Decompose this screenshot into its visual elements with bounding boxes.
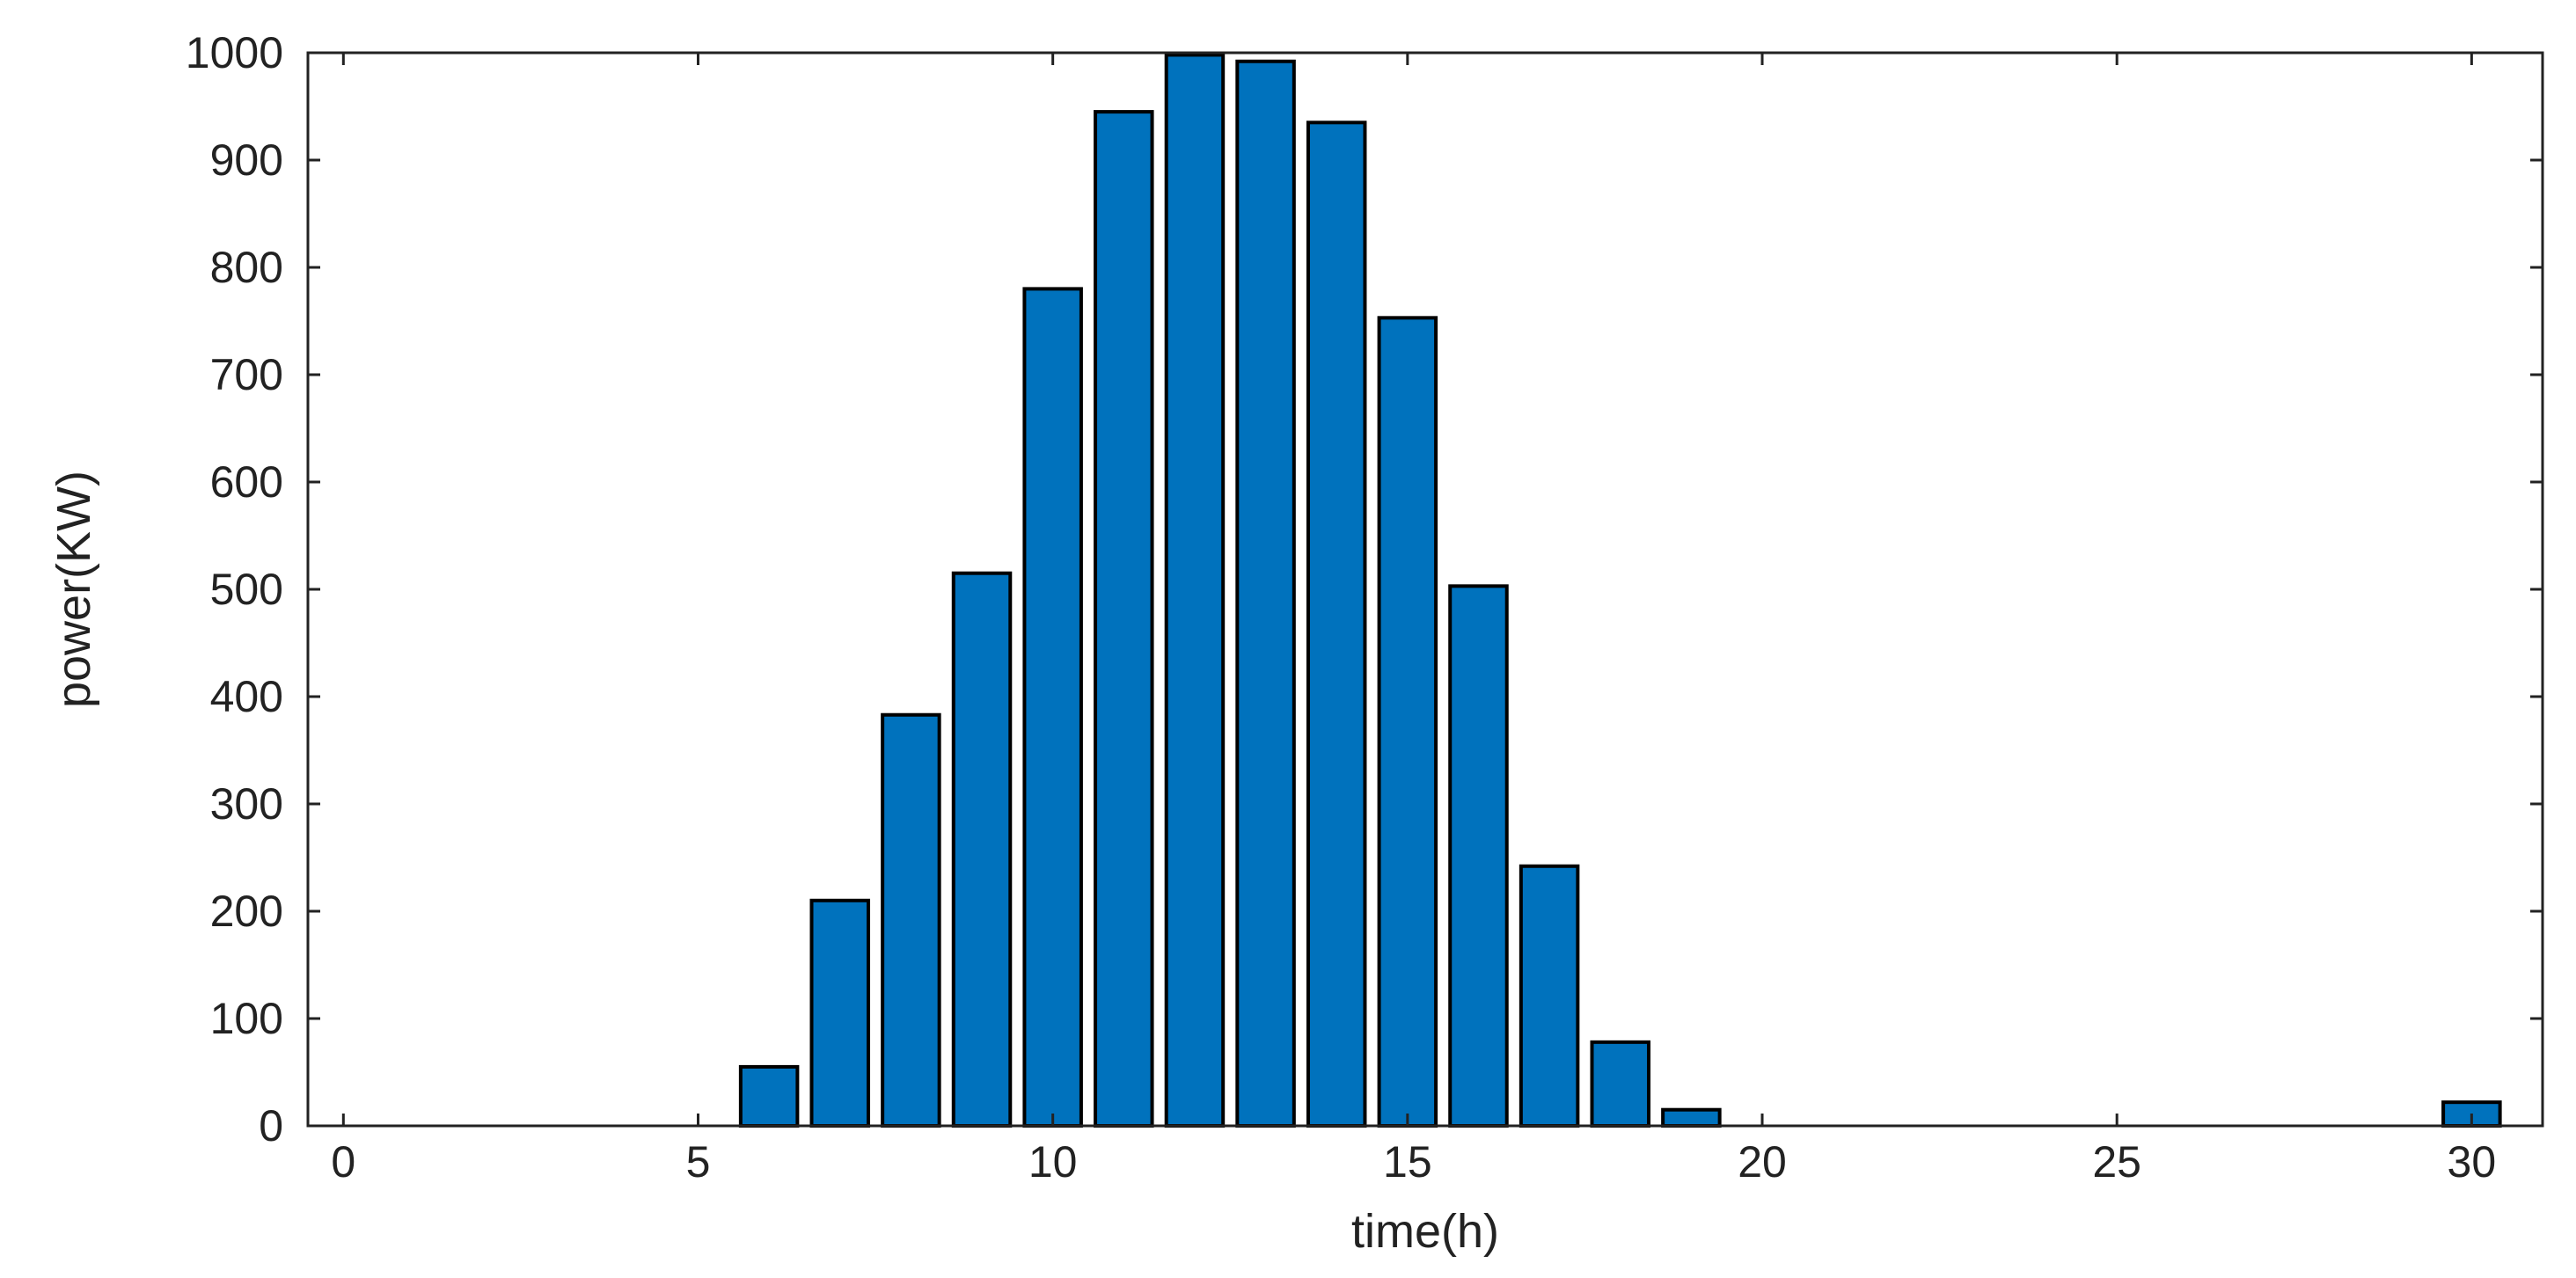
x-tick-label-10: 10 (1028, 1137, 1078, 1187)
bar-11 (1094, 110, 1154, 1128)
x-tick-label-5: 5 (686, 1137, 711, 1187)
bar-9 (951, 571, 1013, 1128)
y-tick-label-800: 800 (210, 243, 283, 292)
bar-7 (809, 898, 871, 1128)
y-tick-label-1000: 1000 (186, 28, 283, 77)
y-axis-label: power(KW) (48, 471, 100, 708)
y-tick-label-900: 900 (210, 135, 283, 185)
y-tick-label-300: 300 (210, 779, 283, 829)
bar-15 (1377, 316, 1438, 1128)
y-tick-label-0: 0 (259, 1101, 283, 1150)
x-tick-label-20: 20 (1738, 1137, 1787, 1187)
bar-16 (1448, 584, 1509, 1128)
x-tick-label-15: 15 (1383, 1137, 1432, 1187)
bar-6 (738, 1064, 800, 1128)
bar-12 (1164, 53, 1226, 1128)
x-tick-label-30: 30 (2448, 1137, 2497, 1187)
y-tick-label-500: 500 (210, 565, 283, 614)
x-axis-label: time(h) (1351, 1205, 1499, 1258)
y-tick-label-100: 100 (210, 994, 283, 1043)
y-tick-label-200: 200 (210, 887, 283, 936)
bar-13 (1235, 59, 1296, 1128)
bar-19 (1661, 1107, 1722, 1128)
bar-10 (1022, 287, 1083, 1128)
y-tick-label-400: 400 (210, 672, 283, 721)
bar-8 (881, 712, 941, 1128)
y-tick-label-600: 600 (210, 457, 283, 507)
ticks: 0 5 10 15 20 25 300100200300400500600700800900… (186, 28, 2543, 1187)
bar-18 (1590, 1040, 1650, 1128)
x-tick-label-25: 25 (2092, 1137, 2141, 1187)
bar-14 (1306, 120, 1367, 1128)
bar-17 (1519, 864, 1580, 1128)
y-tick-label-700: 700 (210, 350, 283, 399)
bars (738, 53, 2502, 1128)
x-tick-label-0: 0 (331, 1137, 355, 1187)
